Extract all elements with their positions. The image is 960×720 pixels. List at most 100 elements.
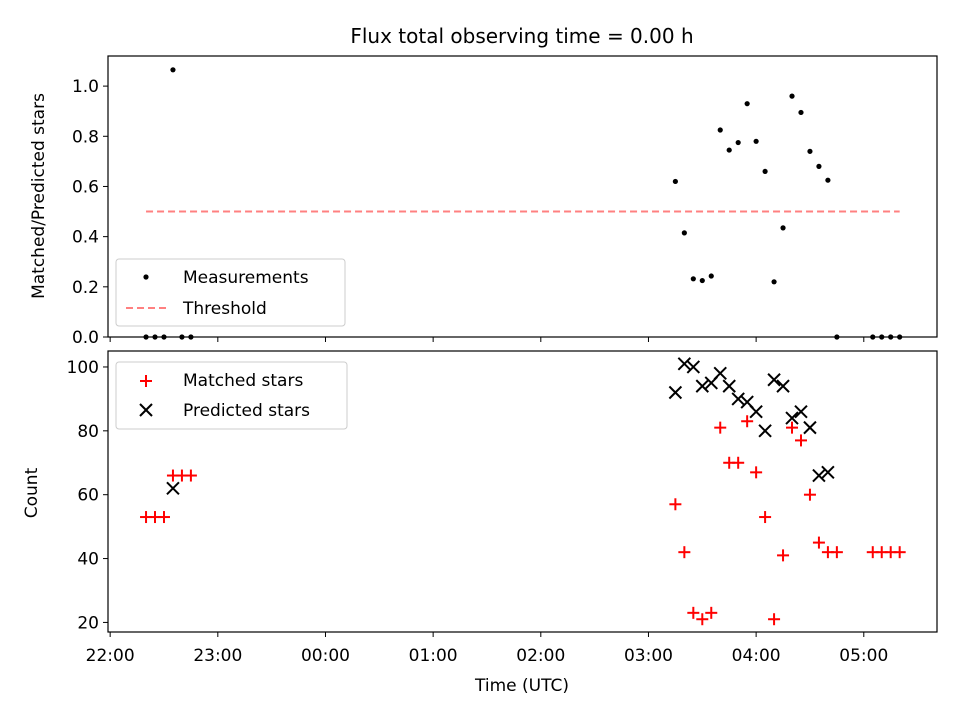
x-tick-label: 23:00 bbox=[193, 646, 242, 666]
x-tick-label: 03:00 bbox=[624, 646, 673, 666]
top-legend: Measurements Threshold bbox=[115, 258, 346, 327]
measurement-point bbox=[672, 178, 678, 185]
predicted-stars-point bbox=[686, 360, 701, 374]
bottom-y-axis-label: Count bbox=[22, 467, 42, 518]
x-tick-label: 05:00 bbox=[839, 646, 888, 666]
predicted-stars-point bbox=[677, 357, 692, 371]
measurement-point bbox=[753, 138, 759, 144]
measurement-point bbox=[161, 334, 167, 340]
x-tick-label: 01:00 bbox=[409, 646, 458, 666]
legend-matched-marker bbox=[140, 375, 152, 387]
top-y-tick-label: 0.6 bbox=[72, 177, 99, 197]
matched-stars-point bbox=[184, 469, 197, 482]
x-tick-label: 22:00 bbox=[86, 646, 135, 666]
matched-stars-point bbox=[786, 421, 799, 434]
measurement-point bbox=[717, 127, 723, 133]
predicted-stars-point bbox=[668, 385, 683, 400]
top-y-tick-label: 1.0 bbox=[72, 77, 99, 97]
matched-stars-point bbox=[741, 415, 754, 428]
bottom-plot: 20 40 60 80 100 22:00 23:00 00:00 01:00 02:00 03:… bbox=[22, 350, 938, 696]
top-y-tick-label: 0.4 bbox=[72, 228, 99, 248]
x-tick-label: 02:00 bbox=[516, 646, 565, 666]
matched-stars-point bbox=[696, 613, 709, 626]
measurement-point bbox=[789, 93, 795, 99]
matched-stars-point bbox=[705, 606, 718, 619]
bottom-plot-frame bbox=[107, 350, 938, 633]
matched-stars-point bbox=[812, 536, 825, 549]
measurement-point bbox=[708, 273, 714, 279]
measurement-point bbox=[807, 148, 813, 154]
chart-title: Flux total observing time = 0.00 h bbox=[350, 24, 693, 48]
measurement-point bbox=[771, 279, 777, 285]
matched-stars-point bbox=[157, 511, 170, 524]
matched-stars-point bbox=[750, 466, 763, 479]
x-tick-label: 04:00 bbox=[732, 646, 781, 666]
legend-measurements-label: Measurements bbox=[183, 268, 309, 288]
legend-predicted-label: Predicted stars bbox=[183, 401, 310, 421]
matched-stars-point bbox=[714, 421, 727, 434]
measurement-point bbox=[179, 334, 185, 340]
predicted-stars-point bbox=[785, 411, 799, 425]
bottom-legend-box bbox=[115, 361, 348, 430]
measurement-point bbox=[152, 334, 158, 340]
matched-stars-point bbox=[830, 546, 843, 559]
measurement-point bbox=[888, 334, 894, 340]
bottom-legend: Matched stars Predicted stars bbox=[115, 361, 348, 430]
top-y-tick-label: 0.2 bbox=[72, 278, 99, 298]
matched-stars-point bbox=[893, 546, 906, 559]
predicted-stars-point bbox=[812, 468, 826, 483]
matched-stars-point bbox=[732, 456, 745, 469]
legend-threshold-label: Threshold bbox=[182, 299, 267, 319]
top-y-axis-label: Matched/Predicted stars bbox=[29, 93, 49, 299]
matched-stars-point bbox=[777, 549, 790, 562]
x-tick-label: 00:00 bbox=[301, 646, 350, 666]
predicted-stars-point bbox=[713, 366, 727, 381]
measurement-point bbox=[143, 334, 149, 340]
predicted-stars-point bbox=[803, 420, 817, 435]
top-plot-frame bbox=[107, 55, 938, 338]
predicted-stars-point bbox=[731, 392, 745, 406]
matched-stars-point bbox=[759, 511, 772, 524]
measurement-point bbox=[870, 334, 876, 340]
bottom-y-tick-label: 20 bbox=[77, 613, 99, 633]
matched-stars-point bbox=[794, 434, 807, 447]
predicted-stars-point bbox=[794, 404, 808, 419]
measurement-point bbox=[834, 334, 840, 340]
bottom-y-tick-label: 40 bbox=[77, 550, 99, 570]
top-y-tick-label: 0.8 bbox=[72, 127, 99, 147]
measurement-point bbox=[188, 334, 194, 340]
x-axis-label: Time (UTC) bbox=[474, 676, 569, 696]
predicted-stars-point bbox=[166, 481, 180, 496]
matched-stars-point bbox=[803, 488, 816, 501]
predicted-stars-point bbox=[749, 404, 763, 419]
predicted-stars-point bbox=[758, 424, 772, 438]
bottom-y-tick-label: 60 bbox=[77, 486, 99, 506]
legend-matched-label: Matched stars bbox=[183, 371, 303, 391]
measurement-point bbox=[825, 177, 831, 183]
measurement-point bbox=[170, 67, 176, 73]
measurement-point bbox=[816, 163, 822, 169]
top-plot: 0.0 0.2 0.4 0.6 0.8 1.0 Matched/Predicted sta… bbox=[29, 55, 938, 348]
predicted-stars-point bbox=[695, 379, 710, 393]
top-legend-box bbox=[115, 258, 346, 327]
measurement-point bbox=[726, 147, 732, 153]
bottom-y-tick-label: 100 bbox=[67, 358, 99, 378]
predicted-stars-point bbox=[776, 379, 790, 393]
predicted-stars-point bbox=[821, 465, 835, 480]
matched-stars-point bbox=[678, 546, 691, 559]
measurement-point bbox=[681, 230, 687, 236]
measurement-point bbox=[699, 277, 705, 284]
legend-measurements-marker bbox=[143, 274, 149, 280]
matched-stars-point bbox=[687, 606, 700, 619]
top-y-tick-label: 0.0 bbox=[72, 328, 99, 348]
measurement-point bbox=[744, 101, 750, 107]
predicted-stars-point bbox=[722, 379, 736, 393]
measurement-point bbox=[798, 109, 804, 116]
legend-predicted-marker bbox=[139, 403, 153, 417]
measurement-point bbox=[690, 276, 696, 282]
matched-stars-point bbox=[768, 613, 781, 626]
measurement-point bbox=[879, 334, 885, 340]
measurement-point bbox=[780, 225, 786, 231]
predicted-stars-point bbox=[767, 373, 781, 387]
